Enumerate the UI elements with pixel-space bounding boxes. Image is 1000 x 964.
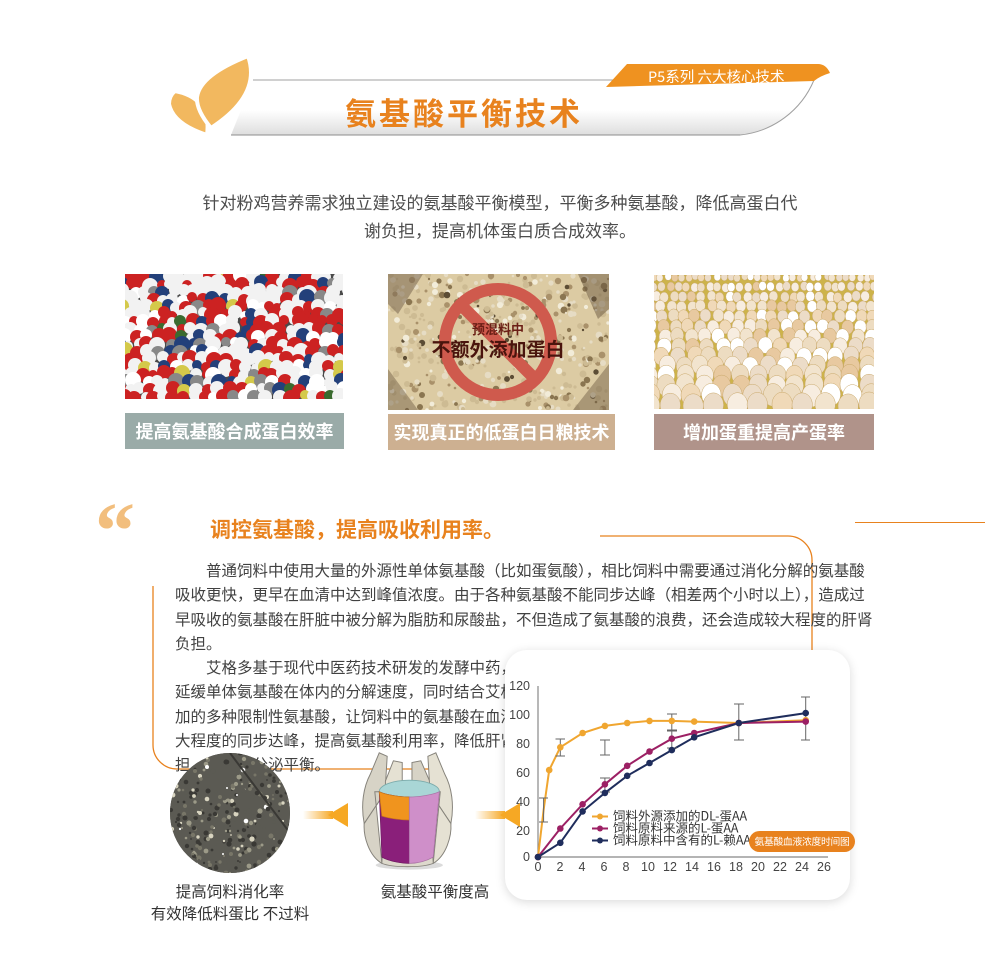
svg-text:2: 2 — [557, 860, 564, 874]
svg-text:14: 14 — [685, 860, 699, 874]
svg-text:16: 16 — [707, 860, 721, 874]
svg-text:10: 10 — [641, 860, 655, 874]
svg-text:8: 8 — [623, 860, 630, 874]
svg-text:22: 22 — [773, 860, 787, 874]
svg-text:20: 20 — [751, 860, 765, 874]
svg-text:26: 26 — [817, 860, 831, 874]
svg-text:100: 100 — [509, 708, 530, 722]
svg-text:6: 6 — [601, 860, 608, 874]
svg-text:18: 18 — [729, 860, 743, 874]
svg-text:饲料原料中含有的L-赖AA: 饲料原料中含有的L-赖AA — [613, 830, 751, 849]
svg-text:4: 4 — [579, 860, 586, 874]
svg-text:120: 120 — [509, 679, 530, 693]
svg-text:12: 12 — [663, 860, 677, 874]
svg-text:0: 0 — [523, 850, 530, 864]
svg-text:60: 60 — [516, 766, 530, 780]
svg-text:氨基酸血液浓度时间图: 氨基酸血液浓度时间图 — [755, 834, 850, 848]
svg-text:80: 80 — [516, 737, 530, 751]
svg-text:0: 0 — [535, 860, 542, 874]
svg-text:24: 24 — [795, 860, 809, 874]
